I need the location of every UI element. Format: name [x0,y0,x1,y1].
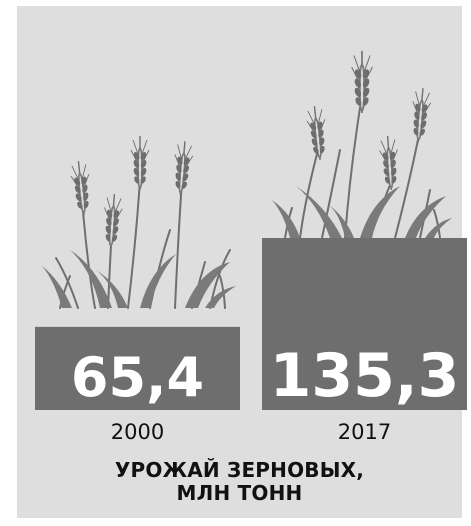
wheat-icon [272,50,452,239]
category-label-2000: 2000 [111,420,164,444]
category-label-2017: 2017 [338,420,391,444]
chart-title-line-2: МЛН ТОНН [176,481,303,505]
chart-title: УРОЖАЙ ЗЕРНОВЫХ, МЛН ТОНН [17,459,462,505]
wheat-icon [42,135,236,309]
data-label-2000: 65,4 [71,346,204,409]
bar-2000 [35,326,240,410]
data-label-2017: 135,3 [270,341,460,411]
bar-2017 [262,238,467,410]
chart-title-line-1: УРОЖАЙ ЗЕРНОВЫХ, [114,458,365,482]
